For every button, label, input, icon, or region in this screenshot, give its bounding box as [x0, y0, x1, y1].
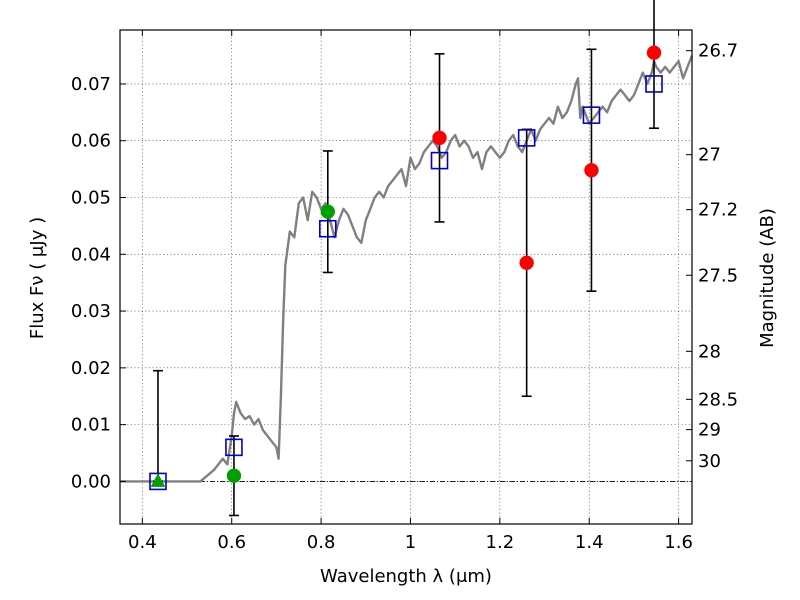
- y2-tick-label: 28.5: [698, 389, 738, 410]
- x-axis-label: Wavelength λ (μm): [320, 566, 492, 587]
- x-tick-label: 1.6: [664, 532, 693, 553]
- x-tick-label: 0.4: [128, 532, 157, 553]
- y-tick-label: 0.02: [71, 358, 111, 379]
- upper-limit-point: [150, 473, 166, 487]
- y2-tick-label: 26.7: [698, 41, 738, 62]
- x-tick-label: 0.8: [307, 532, 336, 553]
- model-photometry-point: [430, 151, 449, 170]
- y2-tick-label: 27: [698, 145, 721, 166]
- y-axis-label: Flux Fν ( μJy ): [27, 217, 48, 339]
- observed-point: [584, 163, 599, 178]
- y-tick-label: 0.06: [71, 131, 111, 152]
- observed-point: [519, 255, 534, 271]
- model-photometry-point: [582, 106, 601, 124]
- series-layer: [120, 0, 694, 517]
- y-tick-label: 0.04: [71, 244, 111, 265]
- y-tick-label: 0.01: [71, 415, 111, 436]
- y-tick-label: 0.00: [71, 471, 111, 492]
- y2-axis-label: Magnitude (AB): [757, 208, 778, 348]
- y-axis-flux: 0.00 0.01 0.02 0.03 0.04 0.05 0.06 0.07: [71, 74, 126, 492]
- y2-tick-label: 30: [698, 451, 721, 472]
- x-axis: 0.4 0.6 0.8 1 1.2 1.4 1.6: [128, 30, 693, 553]
- y2-tick-label: 27.5: [698, 265, 738, 286]
- detection-error-bar: [152, 369, 163, 483]
- x-tick-label: 1.4: [575, 532, 604, 553]
- model-spectrum-line: [120, 55, 694, 483]
- observed-point: [432, 130, 447, 146]
- y-axis-magnitude: 26.7 27 27.2 27.5 28 28.5 29 30: [686, 41, 738, 472]
- x-tick-label: 1: [405, 532, 416, 553]
- observed-point: [646, 45, 662, 60]
- detection-point: [226, 468, 242, 483]
- model-photometry-point: [225, 438, 243, 457]
- detection-point: [320, 204, 336, 219]
- observed-error-bar: [649, 0, 660, 130]
- model-photometry-point: [517, 129, 536, 147]
- y2-tick-label: 28: [698, 341, 721, 362]
- y2-tick-label: 27.2: [698, 200, 738, 221]
- grid: [120, 30, 692, 524]
- model-photometry-point: [645, 75, 663, 93]
- plot-frame: [119, 29, 693, 525]
- x-tick-label: 1.2: [486, 532, 515, 553]
- y2-tick-label: 29: [698, 420, 721, 441]
- y-tick-label: 0.07: [71, 74, 111, 95]
- y-tick-label: 0.03: [71, 301, 111, 322]
- x-tick-label: 0.6: [217, 532, 246, 553]
- y-tick-label: 0.05: [71, 188, 111, 209]
- model-photometry-point: [318, 219, 337, 238]
